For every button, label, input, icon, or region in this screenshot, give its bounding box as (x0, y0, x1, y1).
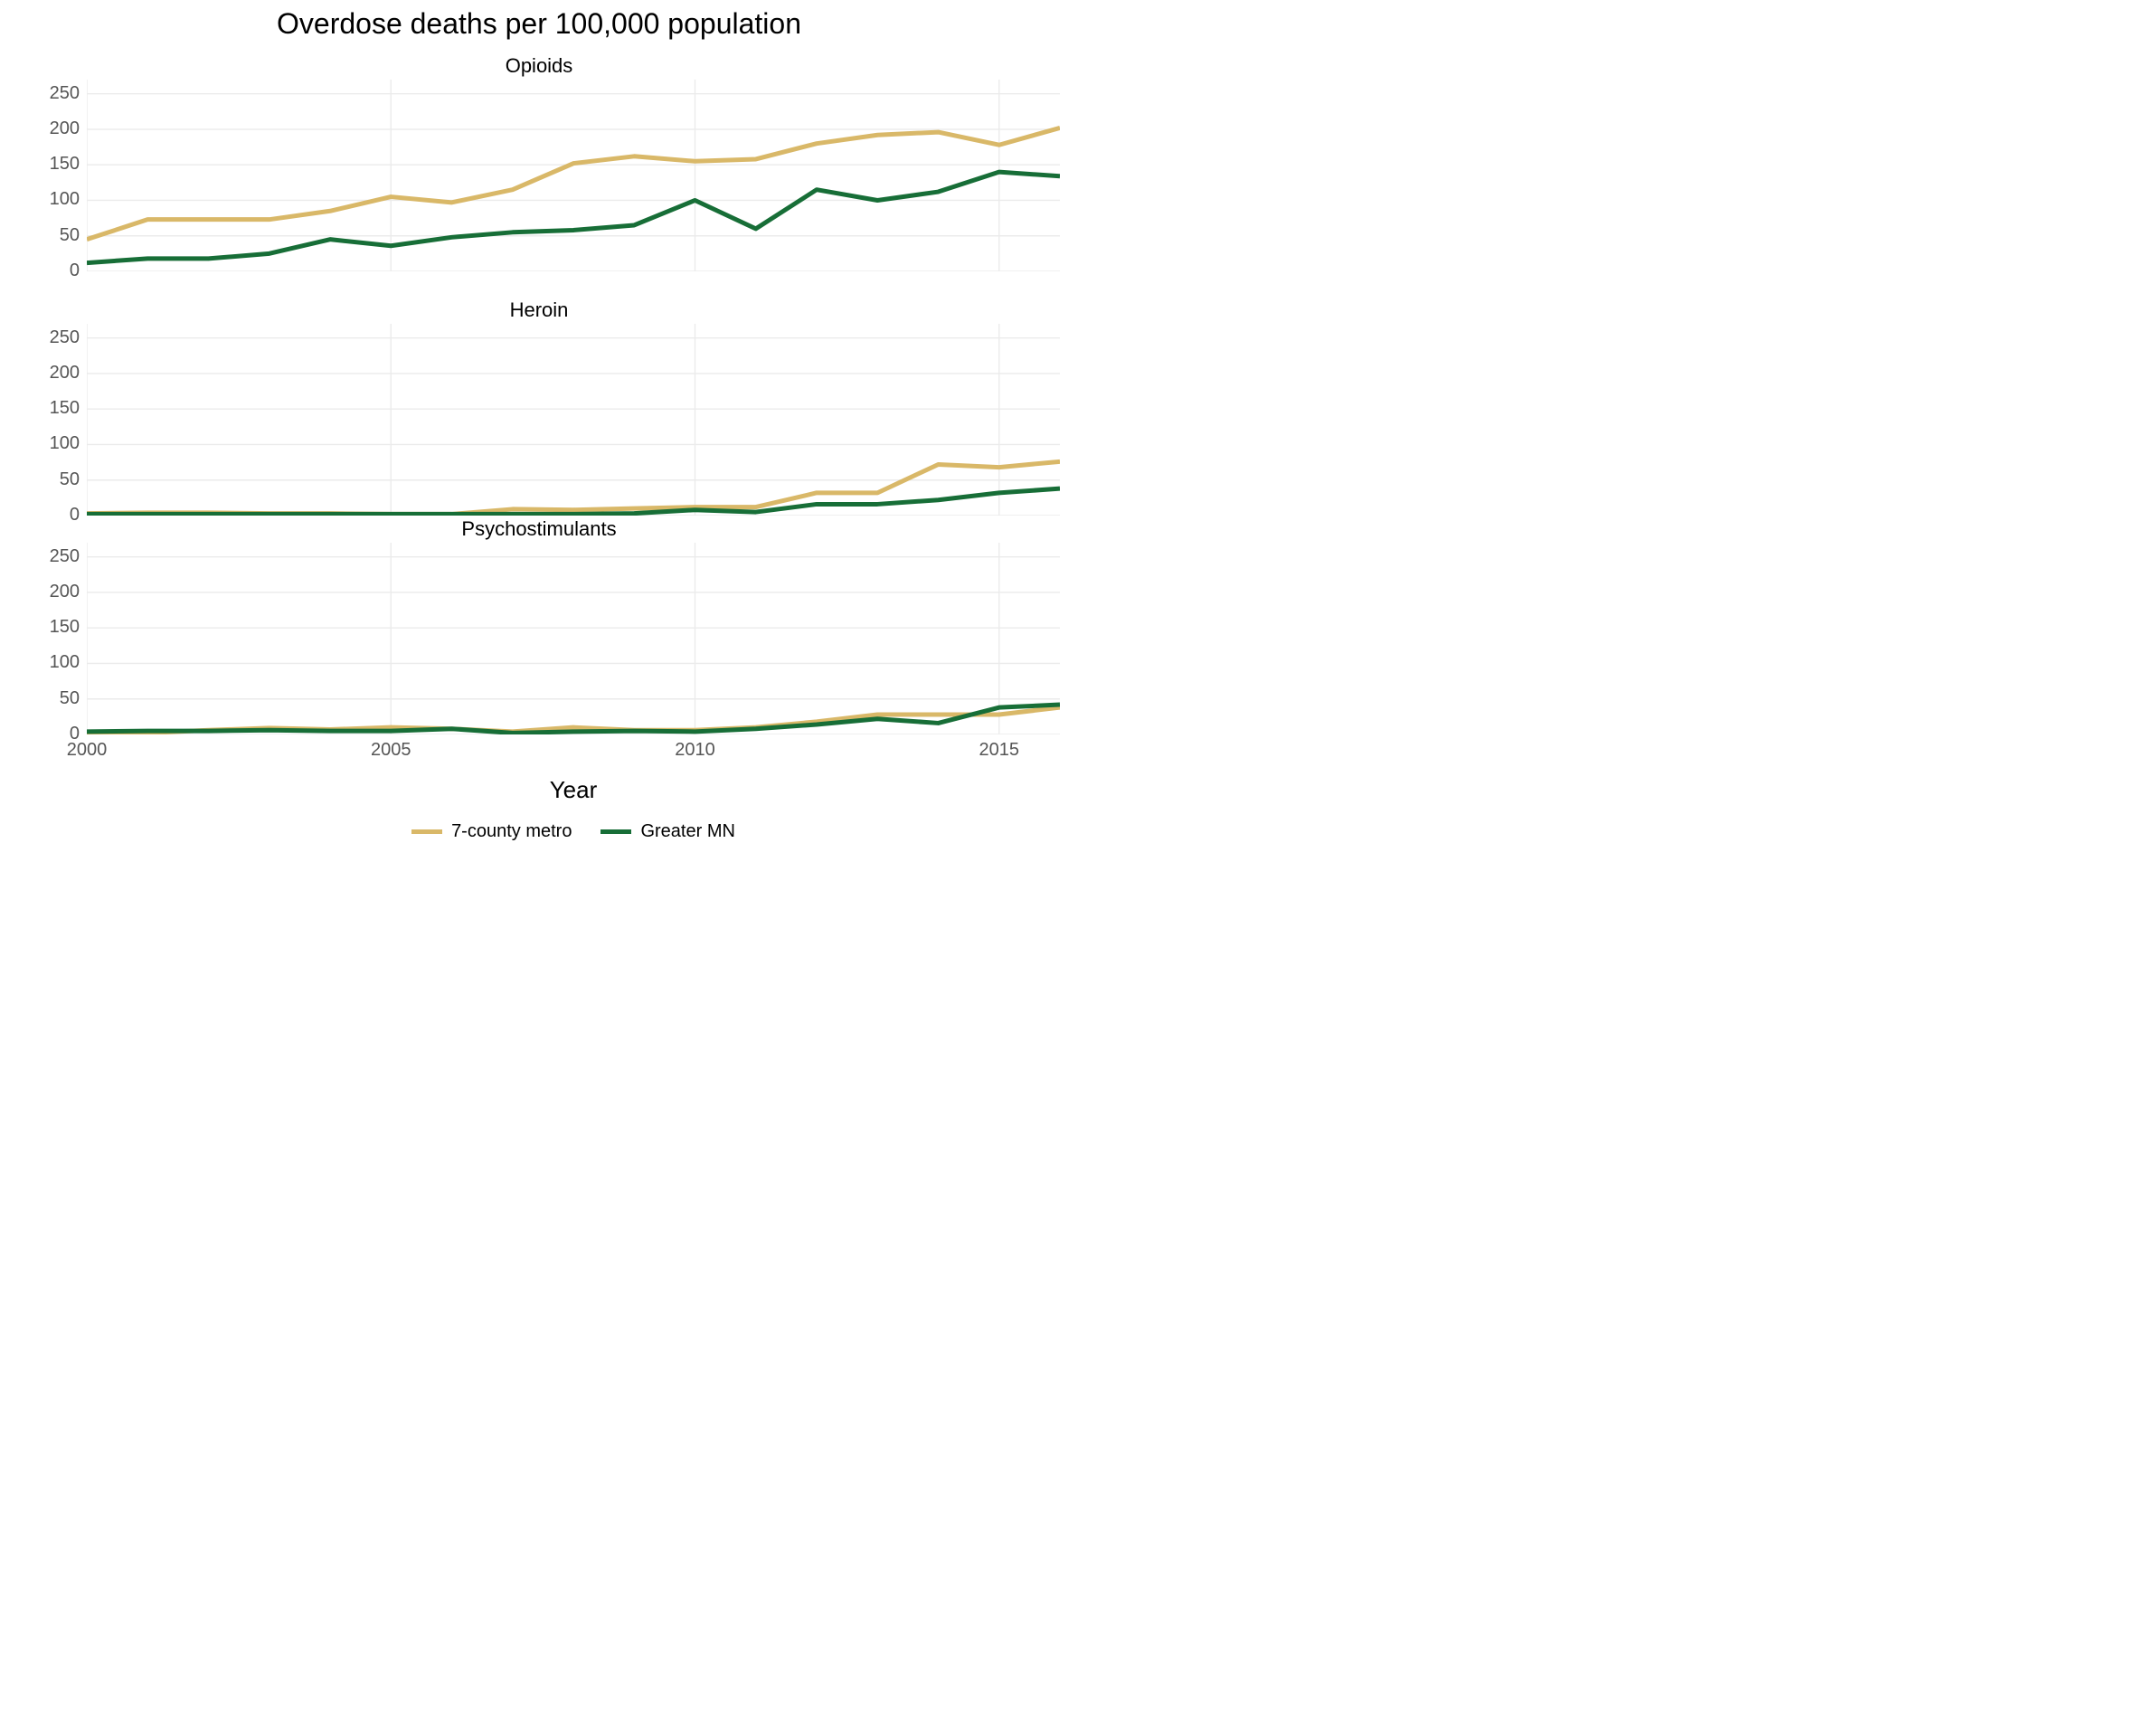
y-tick-label: 100 (50, 189, 80, 210)
y-tick-label: 0 (70, 260, 80, 281)
chart-title: Overdose deaths per 100,000 population (0, 7, 1078, 41)
y-tick-label: 200 (50, 118, 80, 139)
y-tick-label: 100 (50, 433, 80, 454)
legend-swatch (600, 829, 631, 834)
chart-container: Overdose deaths per 100,000 population Op… (0, 0, 1078, 862)
legend: 7-county metro Greater MN (87, 821, 1060, 842)
legend-swatch (411, 829, 442, 834)
y-tick-label: 150 (50, 154, 80, 175)
facet-title: Psychostimulants (0, 517, 1078, 541)
x-tick-label: 2010 (670, 740, 721, 761)
y-tick-label: 50 (60, 225, 80, 246)
x-axis-label: Year (87, 776, 1060, 804)
y-tick-label: 50 (60, 688, 80, 709)
y-tick-label: 100 (50, 652, 80, 673)
legend-label: Greater MN (640, 821, 734, 842)
y-tick-label: 250 (50, 327, 80, 348)
x-tick-label: 2000 (61, 740, 112, 761)
chart-panel (87, 543, 1060, 734)
series-line-metro (87, 461, 1060, 514)
legend-item: 7-county metro (411, 821, 572, 842)
y-tick-label: 200 (50, 363, 80, 384)
y-tick-label: 50 (60, 469, 80, 490)
legend-item: Greater MN (600, 821, 734, 842)
chart-panel (87, 324, 1060, 516)
chart-panel (87, 80, 1060, 271)
series-line-metro (87, 128, 1060, 239)
y-tick-label: 150 (50, 398, 80, 419)
y-tick-label: 150 (50, 617, 80, 638)
facet-title: Heroin (0, 298, 1078, 322)
legend-label: 7-county metro (451, 821, 572, 842)
y-tick-label: 250 (50, 83, 80, 104)
x-tick-label: 2005 (365, 740, 416, 761)
facet-title: Opioids (0, 54, 1078, 78)
y-tick-label: 200 (50, 582, 80, 602)
y-tick-label: 250 (50, 546, 80, 567)
x-tick-label: 2015 (974, 740, 1025, 761)
